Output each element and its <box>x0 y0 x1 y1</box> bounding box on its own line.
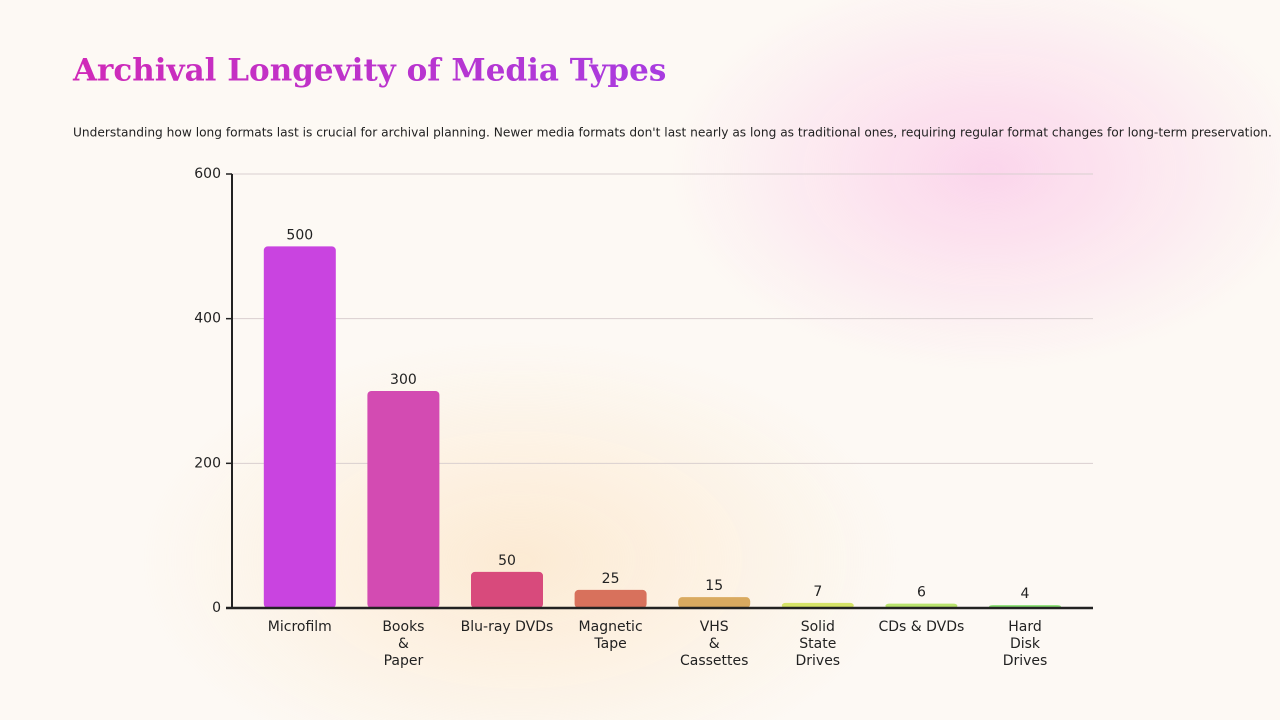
y-tick-label: 0 <box>212 600 221 616</box>
bar <box>781 602 854 608</box>
x-tick-label: Paper <box>384 653 424 669</box>
x-tick-label: Cassettes <box>680 653 748 669</box>
bar <box>471 571 543 608</box>
x-tick-label: Microfilm <box>268 619 332 635</box>
x-tick-label: Drives <box>795 653 840 669</box>
data-label: 6 <box>917 585 926 601</box>
data-label: 4 <box>1021 586 1030 602</box>
x-tick-label: & <box>398 636 409 652</box>
x-tick-label: CDs & DVDs <box>878 619 964 635</box>
x-tick-label: VHS <box>700 619 729 635</box>
y-tick-label: 200 <box>194 455 221 471</box>
chart-title: Archival Longevity of Media Types <box>72 53 666 89</box>
data-label: 300 <box>390 372 417 388</box>
x-tick-label: Solid <box>801 619 835 635</box>
x-tick-label: & <box>709 636 720 652</box>
bar <box>678 597 751 608</box>
data-label: 500 <box>286 227 313 243</box>
data-label: 50 <box>498 553 516 569</box>
bar <box>263 246 336 609</box>
data-label: 7 <box>813 584 822 600</box>
bar <box>367 391 440 608</box>
chart-subtitle: Understanding how long formats last is c… <box>73 126 1272 140</box>
x-tick-label: Hard <box>1008 619 1042 635</box>
x-tick-label: Disk <box>1010 636 1041 652</box>
y-tick-label: 600 <box>194 166 221 182</box>
data-label: 25 <box>602 571 620 587</box>
data-label: 15 <box>705 578 723 594</box>
bar <box>574 589 647 608</box>
x-tick-label: State <box>799 636 836 652</box>
x-tick-label: Drives <box>1003 653 1048 669</box>
x-tick-label: Tape <box>593 636 626 652</box>
y-tick-label: 400 <box>194 311 221 327</box>
x-tick-label: Blu-ray DVDs <box>461 619 554 635</box>
x-tick-label: Books <box>382 619 424 635</box>
x-tick-label: Magnetic <box>579 619 643 635</box>
